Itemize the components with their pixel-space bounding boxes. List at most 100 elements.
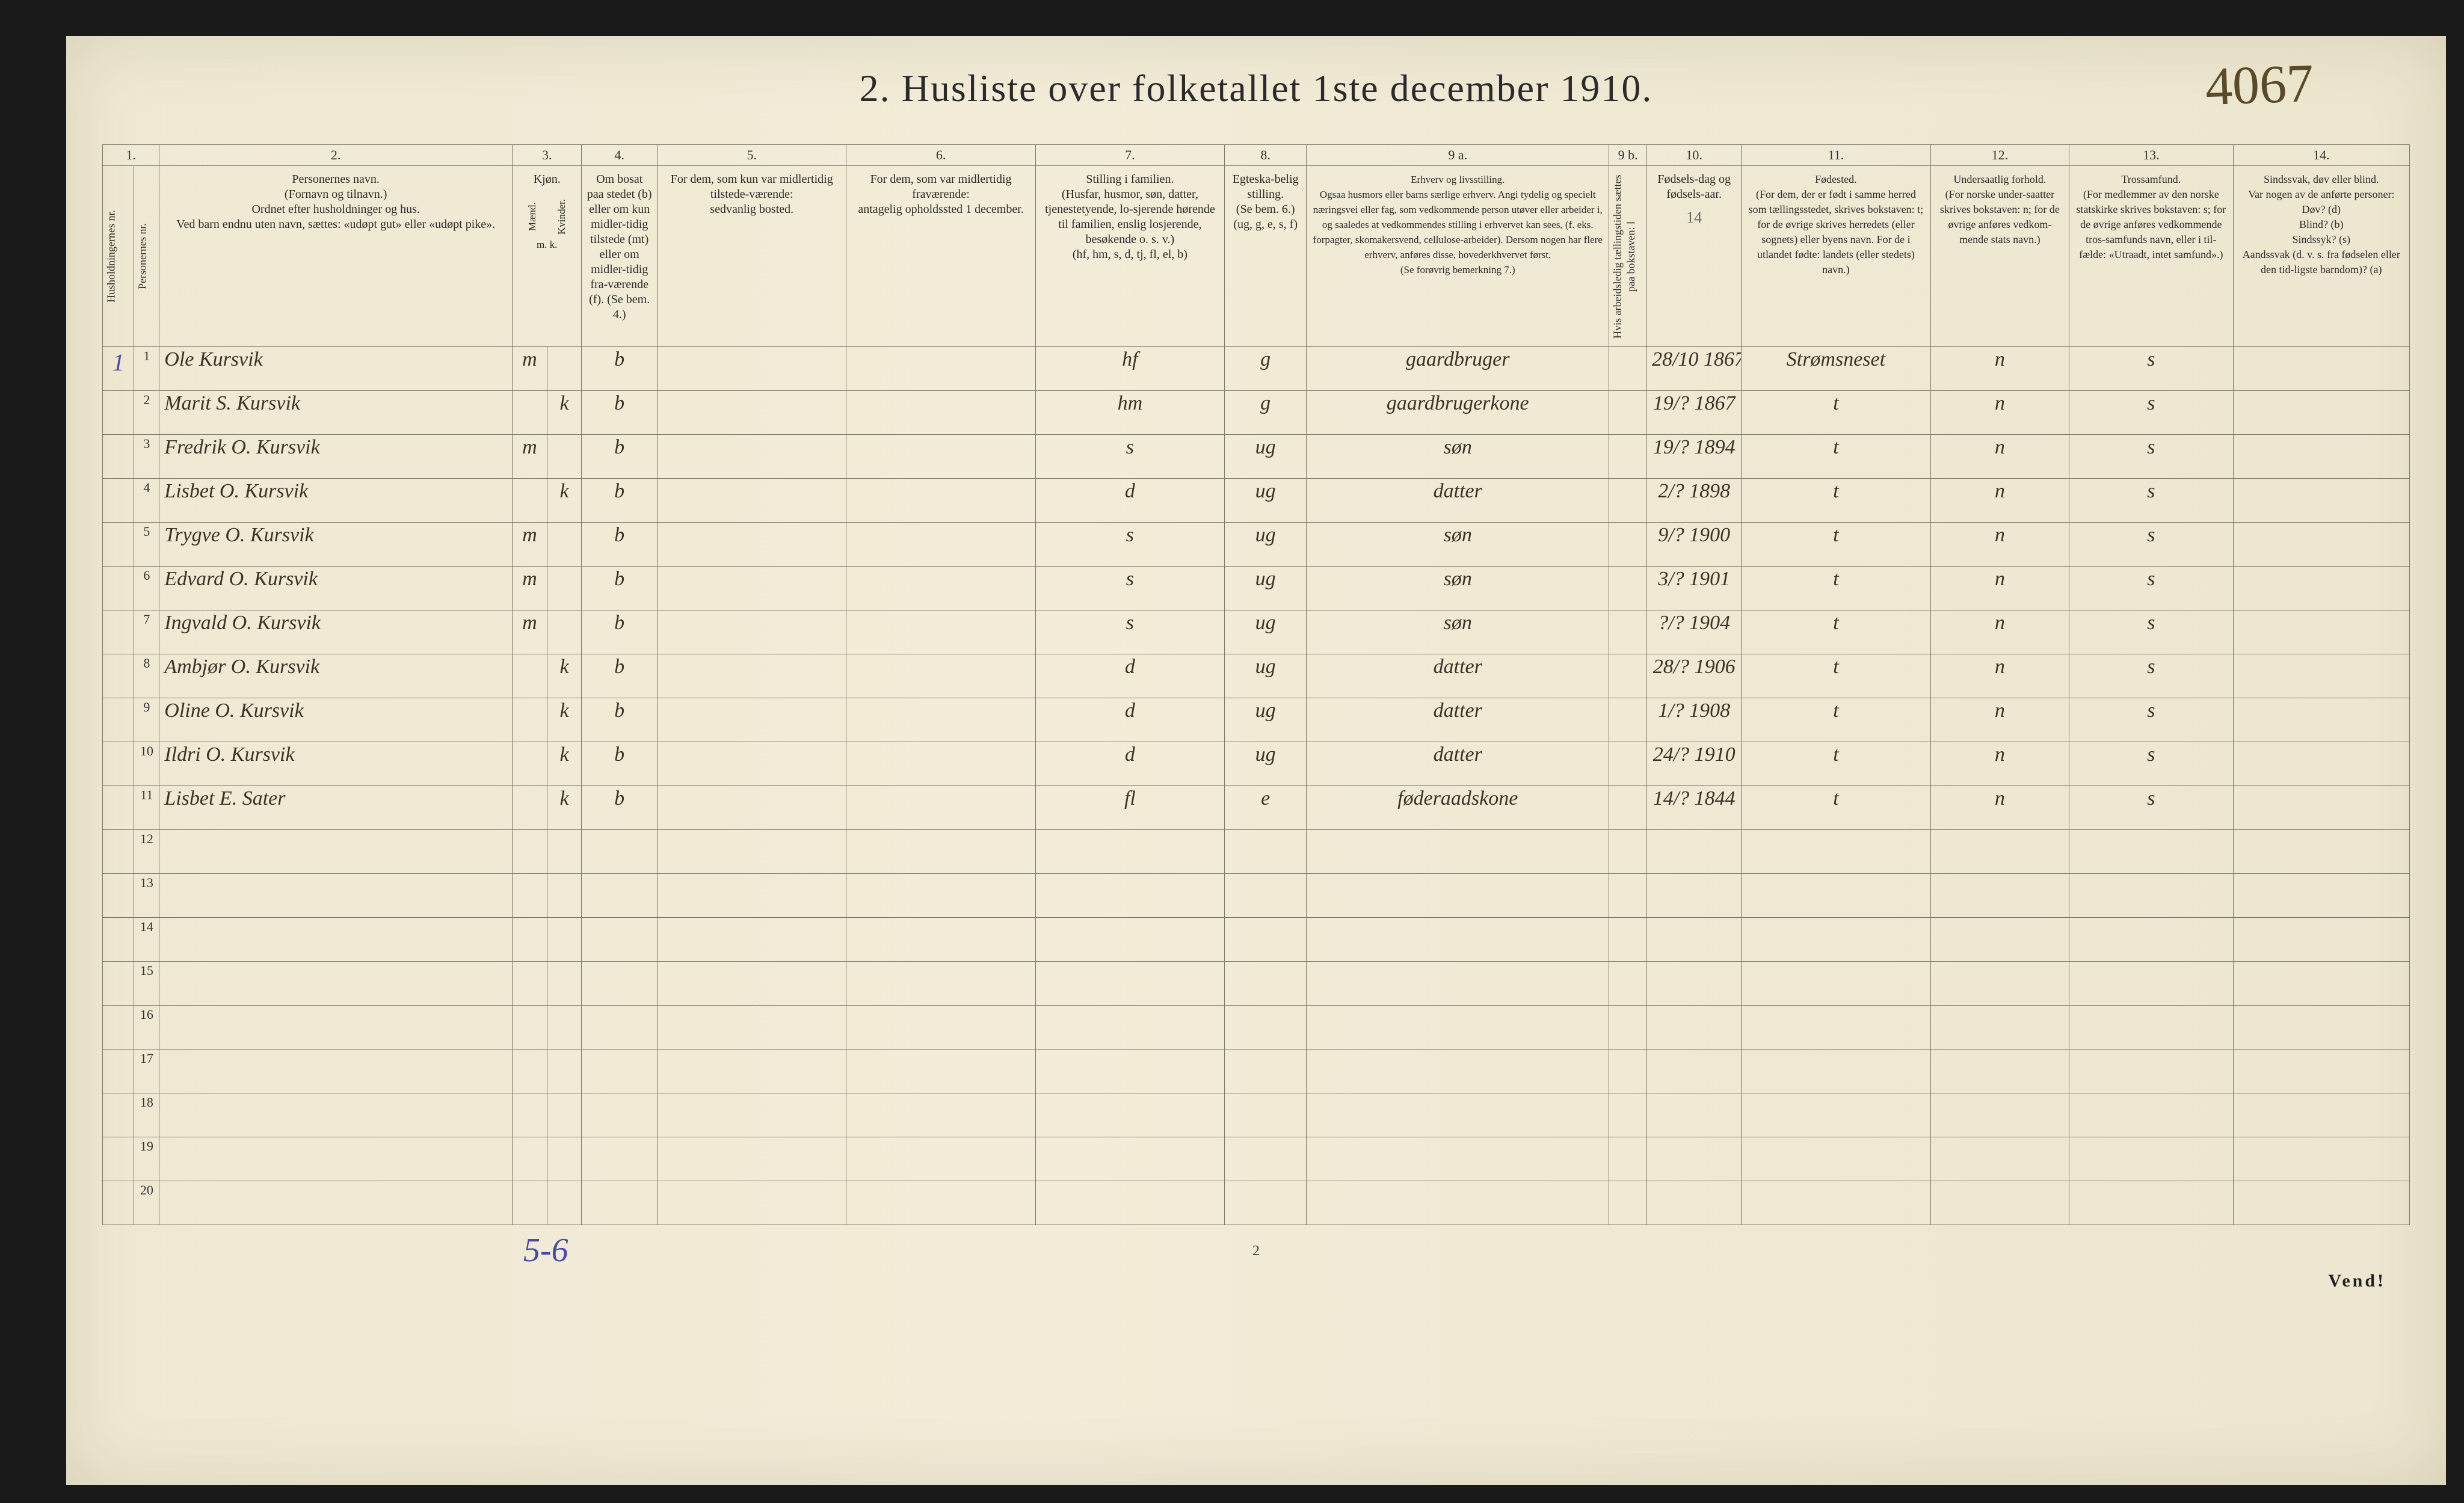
cell-empty	[513, 1050, 547, 1093]
cell-sex-m	[513, 654, 547, 698]
cell-sex-m: m	[513, 523, 547, 567]
cell-sex-k	[547, 610, 582, 654]
cell-empty	[547, 1050, 582, 1093]
col-temp-present: For dem, som kun var midlertidig tilsted…	[658, 166, 846, 347]
cell-religion: s	[2069, 742, 2233, 786]
cell-empty	[2233, 874, 2409, 918]
cell-person-nr: 20	[134, 1181, 159, 1225]
cell-household-nr	[103, 1093, 134, 1137]
cell-birthplace: t	[1742, 523, 1930, 567]
table-body: 11Ole Kursvikmbhfggaardbruger28/10 1867S…	[103, 347, 2410, 1225]
cell-residence: b	[582, 347, 658, 391]
cell-marital: g	[1225, 391, 1307, 435]
cell-marital: ug	[1225, 435, 1307, 479]
cell-unemployed	[1609, 742, 1647, 786]
cell-temp-present	[658, 347, 846, 391]
cell-empty	[1930, 1093, 2069, 1137]
cell-household-nr	[103, 1050, 134, 1093]
cell-person-nr: 9	[134, 698, 159, 742]
cell-religion: s	[2069, 391, 2233, 435]
cell-unemployed	[1609, 610, 1647, 654]
cell-sex-k	[547, 523, 582, 567]
cell-empty	[513, 830, 547, 874]
col-religion-text: Trossamfund. (For medlemmer av den norsk…	[2076, 173, 2226, 260]
cell-sex-k	[547, 435, 582, 479]
cell-empty	[2069, 1181, 2233, 1225]
cell-empty	[1930, 1050, 2069, 1093]
colnum-7: 7.	[1035, 145, 1224, 166]
cell-birthplace: t	[1742, 698, 1930, 742]
colnum-2: 2.	[159, 145, 513, 166]
cell-empty	[1035, 874, 1224, 918]
cell-family-position: s	[1035, 567, 1224, 610]
column-number-row: 1. 2. 3. 4. 5. 6. 7. 8. 9 a. 9 b. 10. 11…	[103, 145, 2410, 166]
cell-empty	[2069, 918, 2233, 962]
cell-name: Fredrik O. Kursvik	[159, 435, 513, 479]
cell-nationality: n	[1930, 391, 2069, 435]
cell-empty	[2069, 1093, 2233, 1137]
cell-birthdate: 1/? 1908	[1647, 698, 1742, 742]
table-row: 9Oline O. Kursvikkbdugdatter1/? 1908tns	[103, 698, 2410, 742]
col-nationality-text: Undersaatlig forhold. (For norske under-…	[1940, 173, 2060, 245]
cell-unemployed	[1609, 654, 1647, 698]
table-row: 3Fredrik O. Kursvikmbsugsøn19/? 1894tns	[103, 435, 2410, 479]
cell-temp-present	[658, 610, 846, 654]
cell-sex-m: m	[513, 435, 547, 479]
cell-temp-absent	[846, 347, 1035, 391]
cell-birthdate: 28/? 1906	[1647, 654, 1742, 698]
cell-person-nr: 4	[134, 479, 159, 523]
cell-empty	[582, 1181, 658, 1225]
col-residence-text: Om bosat paa stedet (b) eller om kun mid…	[587, 173, 652, 321]
cell-birthplace: t	[1742, 435, 1930, 479]
cell-disability	[2233, 610, 2409, 654]
colnum-9b: 9 b.	[1609, 145, 1647, 166]
cell-empty	[1647, 874, 1742, 918]
cell-nationality: n	[1930, 523, 2069, 567]
cell-empty	[513, 1137, 547, 1181]
cell-birthdate: 28/10 1867	[1647, 347, 1742, 391]
col-household-nr: Husholdningernes nr.	[103, 166, 134, 347]
cell-person-nr: 5	[134, 523, 159, 567]
cell-family-position: hm	[1035, 391, 1224, 435]
colnum-12: 12.	[1930, 145, 2069, 166]
cell-empty	[1225, 1006, 1307, 1050]
cell-family-position: hf	[1035, 347, 1224, 391]
cell-birthdate: 2/? 1898	[1647, 479, 1742, 523]
cell-empty	[846, 1093, 1035, 1137]
cell-household-nr	[103, 874, 134, 918]
cell-empty	[582, 874, 658, 918]
colnum-8: 8.	[1225, 145, 1307, 166]
cell-empty	[1930, 874, 2069, 918]
cell-birthdate: ?/? 1904	[1647, 610, 1742, 654]
footer-vend: Vend!	[2328, 1271, 2386, 1291]
cell-temp-present	[658, 523, 846, 567]
table-row: 12	[103, 830, 2410, 874]
cell-birthdate: 3/? 1901	[1647, 567, 1742, 610]
cell-marital: ug	[1225, 479, 1307, 523]
cell-family-position: d	[1035, 654, 1224, 698]
table-row: 4Lisbet O. Kursvikkbdugdatter2/? 1898tns	[103, 479, 2410, 523]
cell-unemployed	[1609, 347, 1647, 391]
col-disability-text: Sindssvak, døv eller blind. Var nogen av…	[2243, 173, 2400, 275]
cell-nationality: n	[1930, 610, 2069, 654]
cell-marital: e	[1225, 786, 1307, 830]
cell-disability	[2233, 786, 2409, 830]
cell-empty	[1035, 962, 1224, 1006]
cell-person-nr: 16	[134, 1006, 159, 1050]
table-row: 18	[103, 1093, 2410, 1137]
cell-sex-m: m	[513, 347, 547, 391]
cell-residence: b	[582, 479, 658, 523]
cell-residence: b	[582, 567, 658, 610]
cell-disability	[2233, 523, 2409, 567]
cell-empty	[658, 874, 846, 918]
cell-nationality: n	[1930, 698, 2069, 742]
cell-empty	[159, 1137, 513, 1181]
col-nationality: Undersaatlig forhold. (For norske under-…	[1930, 166, 2069, 347]
cell-empty	[658, 1006, 846, 1050]
cell-birthdate: 19/? 1867	[1647, 391, 1742, 435]
cell-empty	[846, 1137, 1035, 1181]
cell-name: Trygve O. Kursvik	[159, 523, 513, 567]
cell-occupation: datter	[1307, 742, 1609, 786]
cell-person-nr: 7	[134, 610, 159, 654]
cell-empty	[846, 918, 1035, 962]
